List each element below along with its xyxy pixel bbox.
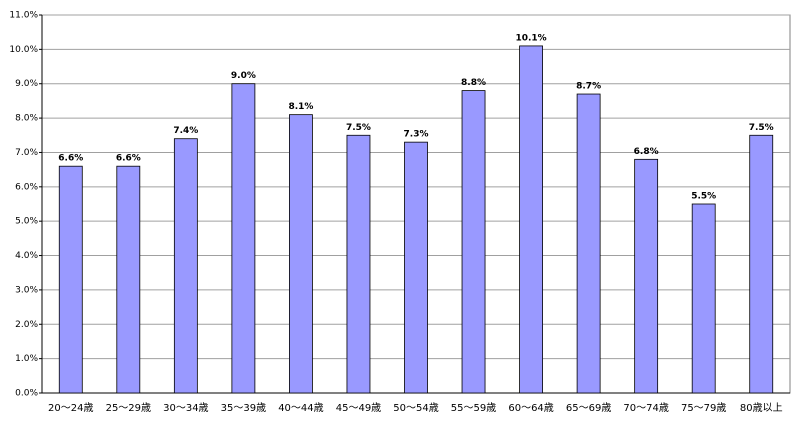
bar: [461, 90, 486, 394]
bar: [58, 165, 83, 394]
x-tick-label: 30～34歳: [163, 402, 208, 414]
bar: [576, 93, 601, 394]
y-tick-label: 2.0%: [15, 320, 38, 330]
y-tick-label: 0.0%: [15, 389, 38, 399]
bar: [749, 134, 774, 394]
bar: [404, 141, 428, 394]
x-tick-label: 75～79歳: [681, 402, 726, 414]
y-tick-label: 11.0%: [9, 11, 38, 21]
data-label: 7.4%: [173, 126, 198, 136]
x-tick-label: 25～29歳: [106, 402, 151, 414]
data-label: 8.7%: [576, 82, 601, 92]
y-tick-label: 3.0%: [15, 285, 38, 295]
bar: [231, 83, 256, 394]
bar: [173, 138, 198, 394]
bar: [634, 158, 659, 394]
y-tick-label: 4.0%: [15, 251, 38, 261]
x-tick-label: 45～49歳: [336, 402, 381, 414]
y-tick-label: 9.0%: [15, 79, 38, 89]
data-label: 7.5%: [749, 123, 774, 133]
x-tick-label: 50～54歳: [393, 402, 438, 414]
data-label: 8.1%: [288, 102, 313, 112]
x-tick-label: 55～59歳: [451, 402, 496, 414]
bar: [346, 134, 371, 394]
y-tick-label: 6.0%: [15, 182, 38, 192]
data-label: 6.6%: [116, 154, 141, 164]
x-tick-label: 80歳以上: [740, 402, 783, 414]
x-tick-label: 70～74歳: [623, 402, 668, 414]
x-tick-label: 40～44歳: [278, 402, 323, 414]
bar: [289, 114, 313, 394]
y-tick-label: 1.0%: [15, 354, 38, 364]
data-label: 5.5%: [691, 192, 716, 202]
y-tick-label: 7.0%: [15, 148, 38, 158]
bar: [519, 45, 543, 394]
x-tick-label: 35～39歳: [221, 402, 266, 414]
y-tick-label: 8.0%: [15, 114, 38, 124]
x-tick-label: 65～69歳: [566, 402, 611, 414]
x-tick-label: 20～24歳: [48, 402, 93, 414]
bar: [116, 165, 141, 394]
data-label: 10.1%: [515, 33, 546, 43]
data-label: 9.0%: [231, 71, 256, 81]
data-label: 6.8%: [634, 147, 659, 157]
data-label: 8.8%: [461, 78, 486, 88]
data-label: 7.5%: [346, 123, 371, 133]
data-label: 6.6%: [58, 154, 83, 164]
x-tick-label: 60～64歳: [508, 402, 553, 414]
y-tick-label: 10.0%: [9, 45, 38, 55]
y-tick-label: 5.0%: [15, 217, 38, 227]
bar: [691, 203, 716, 394]
data-label: 7.3%: [404, 130, 429, 140]
